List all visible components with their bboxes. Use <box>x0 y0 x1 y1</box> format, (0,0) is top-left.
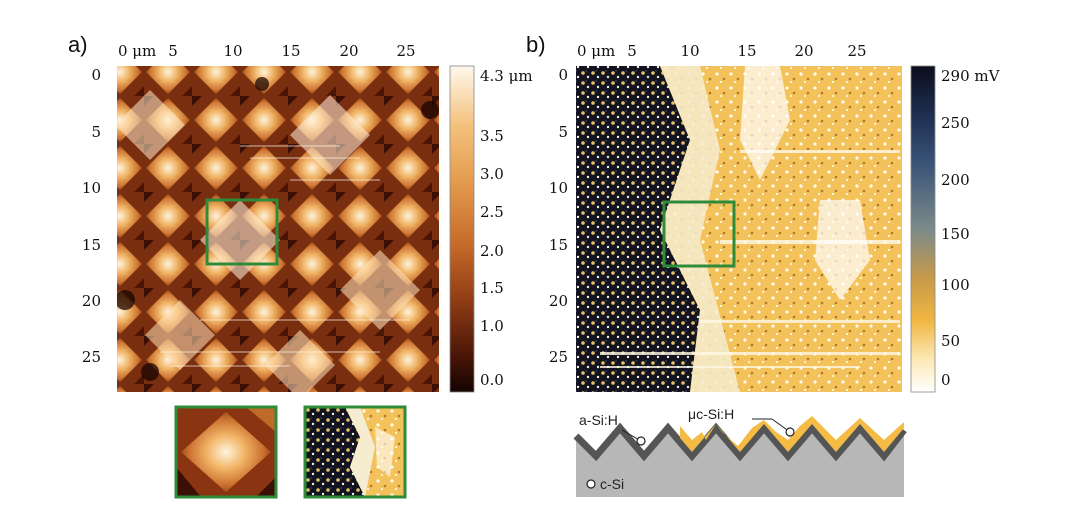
panel-a-colorbar-tick: 3.0 <box>480 165 504 183</box>
uc-si-layer <box>680 416 904 452</box>
panel-b-colorbar-tick: 50 <box>941 332 960 350</box>
panel-b-colorbar-tick: 0 <box>941 371 951 389</box>
panel-b-x-tick: 25 <box>847 42 866 60</box>
panel-a-x-tick: 10 <box>223 42 242 60</box>
afm-topography-image <box>117 66 439 392</box>
panel-b-y-tick: 0 <box>558 66 568 84</box>
panel-b-y-tick: 15 <box>549 236 568 254</box>
panel-a-y-ticks: 0 5 10 15 20 25 <box>82 66 101 366</box>
panel-b-colorbar: 290 mV 250 200 150 100 50 0 <box>910 65 1001 393</box>
panel-b-y-tick: 20 <box>549 292 568 310</box>
panel-a-y-tick: 20 <box>82 292 101 310</box>
panel-b-label: b) <box>526 32 546 57</box>
panel-b: b) 0 μm 5 10 15 20 25 0 5 10 15 20 25 <box>526 32 1001 393</box>
panel-a: a) 0 μm 5 10 15 20 25 0 5 10 15 20 25 <box>68 32 533 393</box>
panel-b-y-tick: 10 <box>549 179 568 197</box>
panel-a-x-tick: 5 <box>168 42 178 60</box>
panel-b-colorbar-tick: 200 <box>941 171 970 189</box>
panel-a-y-tick: 15 <box>82 236 101 254</box>
panel-b-x-tick: 20 <box>794 42 813 60</box>
panel-a-x-tick: 20 <box>339 42 358 60</box>
inset-topography <box>174 405 278 499</box>
layer-schematic: a-Si:H μc-Si:H c-Si <box>573 406 907 497</box>
panel-a-colorbar-tick: 2.0 <box>480 242 504 260</box>
panel-b-x-tick: 10 <box>680 42 699 60</box>
panel-a-y-tick: 25 <box>82 348 101 366</box>
panel-a-y-tick: 5 <box>91 123 101 141</box>
panel-a-colorbar-tick: 1.0 <box>480 317 504 335</box>
panel-b-colorbar-tick: 150 <box>941 225 970 243</box>
panel-b-y-ticks: 0 5 10 15 20 25 <box>549 66 568 366</box>
a-si-layer <box>573 422 907 462</box>
a-si-label: a-Si:H <box>579 412 618 428</box>
panel-b-y-tick: 25 <box>549 348 568 366</box>
panel-a-colorbar-tick: 0.0 <box>480 371 504 389</box>
inset-potential <box>303 405 407 499</box>
panel-a-colorbar-tick: 3.5 <box>480 127 504 145</box>
panel-a-colorbar-tick: 4.3 μm <box>480 67 533 85</box>
uc-si-label: μc-Si:H <box>688 406 734 422</box>
panel-b-colorbar-tick: 250 <box>941 114 970 132</box>
panel-a-label: a) <box>68 32 88 57</box>
panel-b-colorbar-tick: 290 mV <box>941 67 1001 85</box>
panel-a-x-tick: 0 μm <box>118 42 156 60</box>
c-si-label: c-Si <box>600 476 624 492</box>
panel-a-colorbar: 4.3 μm 3.5 3.0 2.5 2.0 1.5 1.0 0.0 <box>449 65 533 393</box>
panel-a-x-tick: 25 <box>396 42 415 60</box>
panel-b-colorbar-tick: 100 <box>941 276 970 294</box>
panel-a-x-tick: 15 <box>281 42 300 60</box>
panel-a-colorbar-tick: 1.5 <box>480 279 504 297</box>
panel-a-colorbar-tick: 2.5 <box>480 203 504 221</box>
panel-b-x-tick: 5 <box>627 42 637 60</box>
panel-a-highlight-box <box>205 198 279 266</box>
panel-b-x-tick: 15 <box>737 42 756 60</box>
kpfm-potential-image <box>576 66 902 392</box>
panel-a-y-tick: 0 <box>91 66 101 84</box>
panel-b-highlight-box <box>662 200 736 268</box>
panel-b-x-tick: 0 μm <box>577 42 615 60</box>
panel-b-y-tick: 5 <box>558 123 568 141</box>
panel-a-y-tick: 10 <box>82 179 101 197</box>
c-si-layer <box>576 432 904 497</box>
panel-a-x-ticks: 0 μm 5 10 15 20 25 <box>118 42 416 60</box>
panel-b-x-ticks: 0 μm 5 10 15 20 25 <box>577 42 867 60</box>
